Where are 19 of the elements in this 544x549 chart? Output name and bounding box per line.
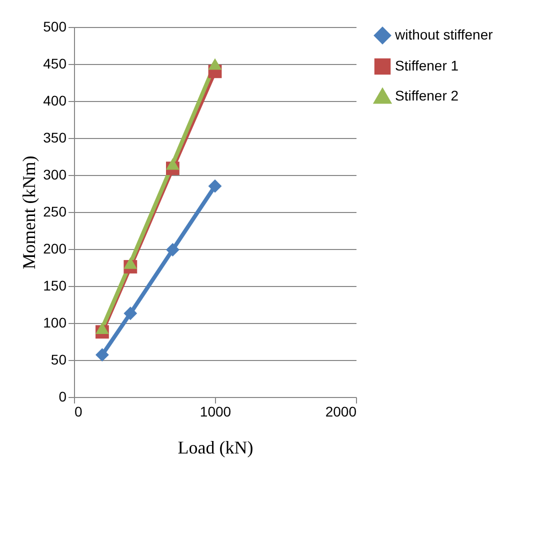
y-tick-label: 300 xyxy=(43,166,67,182)
y-tick-label: 200 xyxy=(43,240,67,256)
x-axis-title: Load (kN) xyxy=(178,438,254,458)
x-tick-label: 0 xyxy=(74,404,82,420)
y-tick-label: 250 xyxy=(43,204,67,220)
y-tick-label: 100 xyxy=(43,314,67,330)
y-tick-label: 350 xyxy=(43,130,67,146)
legend-label: without stiffener xyxy=(394,26,494,42)
y-tick-label: 150 xyxy=(43,278,67,294)
legend-label: Stiffener 1 xyxy=(395,58,459,74)
y-tick-label: 50 xyxy=(50,352,67,368)
y-tick-label: 0 xyxy=(58,388,67,404)
x-tick-label: 1000 xyxy=(200,404,232,420)
y-tick-label: 450 xyxy=(43,56,67,72)
x-tick-label: 2000 xyxy=(325,404,357,420)
y-axis-title: Moment (kNm) xyxy=(19,156,40,270)
legend-label: Stiffener 2 xyxy=(395,88,459,104)
y-tick-label: 500 xyxy=(43,18,67,34)
y-tick-label: 400 xyxy=(43,92,67,108)
